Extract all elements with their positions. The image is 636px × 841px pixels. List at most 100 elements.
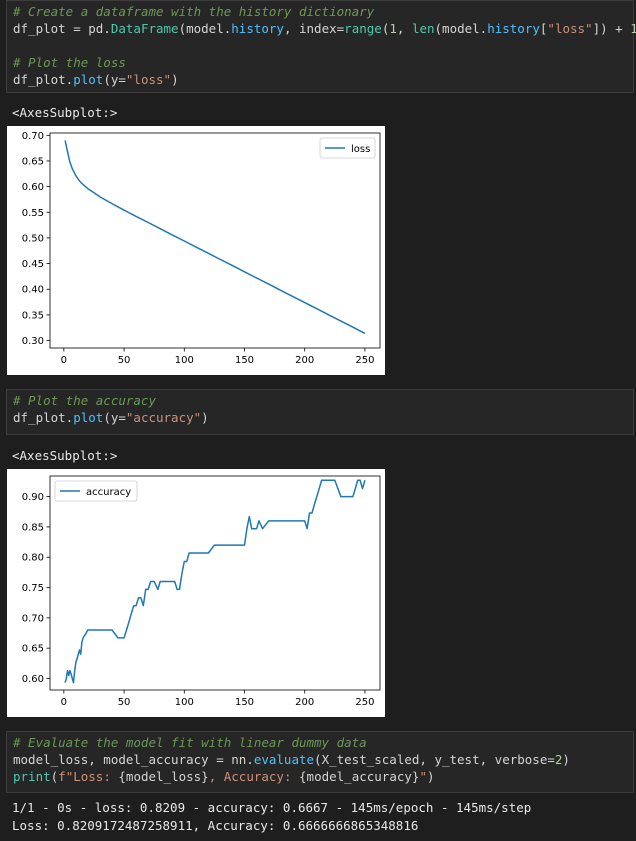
- loss-chart: 0 50 100 150 200 250 0.30 0.35 0.40 0.45 0.50 0.55 0…: [7, 126, 385, 375]
- code-line: # Evaluate the model fit with linear dum…: [13, 734, 627, 751]
- y-tick-label: 0.85: [22, 522, 44, 533]
- accuracy-chart: 0 50 100 150 200 250 0.60 0.65 0.70 0.75 0.80 0.85 0…: [7, 469, 385, 717]
- y-tick-label: 0.55: [22, 208, 44, 219]
- code-token: ): [171, 72, 179, 87]
- code-line: df_plot = pd.DataFrame(model.history, in…: [13, 20, 636, 37]
- code-cell-plot-accuracy[interactable]: # Plot the accuracy df_plot.plot(y="accur…: [6, 389, 634, 435]
- legend-box: [54, 480, 138, 502]
- x-tick-label: 100: [175, 697, 194, 708]
- code-token: {model_accuracy}: [299, 769, 420, 784]
- code-cell-evaluate[interactable]: # Evaluate the model fit with linear dum…: [6, 731, 634, 793]
- code-token: ): [201, 410, 209, 425]
- code-token: evaluate: [253, 752, 315, 767]
- code-token: history: [231, 21, 284, 36]
- code-token: , Accuracy:: [208, 769, 300, 784]
- y-tick-label: 0.35: [22, 310, 44, 321]
- code-token: (model.: [178, 21, 232, 36]
- code-token: [: [539, 21, 548, 36]
- code-line: df_plot.plot(y="loss"): [13, 71, 627, 88]
- code-token: ": [419, 769, 427, 784]
- axes-frame: [49, 132, 381, 349]
- y-tick-label: 0.70: [22, 131, 44, 142]
- axes-frame: [49, 475, 381, 691]
- x-tick-label: 50: [118, 697, 131, 708]
- code-token: f"Loss:: [58, 769, 119, 784]
- code-line: # Plot the accuracy: [13, 392, 627, 409]
- code-cell-create-dataframe[interactable]: # Create a dataframe with the history di…: [6, 0, 636, 93]
- eval-output-line-2: Loss: 0.8209172487258911, Accuracy: 0.66…: [12, 818, 419, 833]
- x-tick-label: 250: [355, 697, 374, 708]
- code-line: model_loss, model_accuracy = nn.evaluate…: [13, 751, 627, 768]
- code-token: "accuracy": [125, 410, 202, 425]
- code-token: (y=: [103, 72, 126, 87]
- code-token: df_plot.: [13, 72, 74, 87]
- code-token: (model.: [434, 21, 488, 36]
- legend-box: [319, 137, 376, 159]
- code-token: df_plot.: [13, 410, 74, 425]
- code-line: print(f"Loss: {model_loss}, Accuracy: {m…: [13, 768, 627, 785]
- y-tick-label: 0.60: [22, 674, 44, 685]
- code-token: DataFrame: [110, 21, 179, 36]
- legend-label: accuracy: [86, 487, 131, 498]
- y-tick-label: 0.45: [22, 259, 44, 270]
- code-token: "loss": [547, 21, 593, 36]
- code-token: ): [562, 752, 570, 767]
- code-token: ): [426, 769, 435, 784]
- code-token: , index=: [283, 21, 345, 36]
- code-token: # Create a dataframe with the history di…: [13, 4, 375, 19]
- code-token: len: [411, 21, 435, 36]
- accuracy-chart-svg: 0 50 100 150 200 250 0.60 0.65 0.70 0.75 0.80 0.85 0…: [22, 475, 381, 708]
- code-token: df_plot = pd.: [13, 21, 111, 36]
- code-token: plot: [73, 410, 104, 425]
- axes-output-2: <AxesSubplot:>: [12, 448, 118, 463]
- code-token: ]) +: [592, 21, 631, 36]
- x-tick-label: 50: [118, 355, 131, 366]
- code-line: # Create a dataframe with the history di…: [13, 3, 627, 20]
- code-line: df_plot.plot(y="accuracy"): [13, 409, 627, 426]
- y-tick-label: 0.80: [22, 553, 44, 564]
- code-token: history: [487, 21, 540, 36]
- code-token: # Evaluate the model fit with linear dum…: [13, 735, 367, 750]
- code-token: "loss": [125, 72, 172, 87]
- code-token: {model_loss}: [118, 769, 209, 784]
- y-tick-label: 0.30: [22, 336, 44, 347]
- y-tick-label: 0.90: [22, 492, 44, 503]
- code-line: [13, 37, 627, 54]
- y-tick-label: 0.75: [22, 583, 44, 594]
- y-tick-label: 0.50: [22, 233, 44, 244]
- code-token: print: [13, 769, 51, 784]
- axes-output-1: <AxesSubplot:>: [12, 105, 118, 120]
- x-tick-label: 150: [235, 355, 254, 366]
- series-line-accuracy: [64, 479, 366, 684]
- code-token: 1: [389, 21, 397, 36]
- y-tick-label: 0.65: [22, 156, 44, 167]
- code-token: (: [381, 21, 390, 36]
- x-tick-label: 100: [175, 355, 194, 366]
- x-tick-label: 200: [295, 697, 314, 708]
- y-tick-label: 0.40: [22, 285, 44, 296]
- y-tick-label: 0.70: [22, 613, 44, 624]
- x-tick-label: 150: [235, 697, 254, 708]
- code-token: model_loss, model_accuracy = nn.: [13, 752, 254, 767]
- code-token: plot: [73, 72, 104, 87]
- code-token: (: [50, 769, 59, 784]
- code-token: ,: [396, 21, 412, 36]
- code-line: # Plot the loss: [13, 54, 627, 71]
- code-token: (X_test_scaled, y_test, verbose=: [314, 752, 555, 767]
- x-tick-label: 0: [61, 355, 67, 366]
- code-token: # Plot the loss: [13, 55, 126, 70]
- y-tick-label: 0.65: [22, 644, 44, 655]
- legend-label: loss: [351, 144, 370, 155]
- y-tick-label: 0.60: [22, 182, 44, 193]
- code-token: # Plot the accuracy: [13, 393, 156, 408]
- x-tick-label: 200: [295, 355, 314, 366]
- loss-chart-svg: 0 50 100 150 200 250 0.30 0.35 0.40 0.45 0.50 0.55 0…: [22, 131, 381, 366]
- code-token: range: [344, 21, 382, 36]
- eval-output-line-1: 1/1 - 0s - loss: 0.8209 - accuracy: 0.66…: [12, 800, 532, 815]
- code-token: 1: [630, 21, 636, 36]
- code-token: 2: [554, 752, 563, 767]
- code-token: (y=: [103, 410, 126, 425]
- x-tick-label: 0: [61, 697, 67, 708]
- series-line-loss: [64, 140, 366, 335]
- x-tick-label: 250: [355, 355, 374, 366]
